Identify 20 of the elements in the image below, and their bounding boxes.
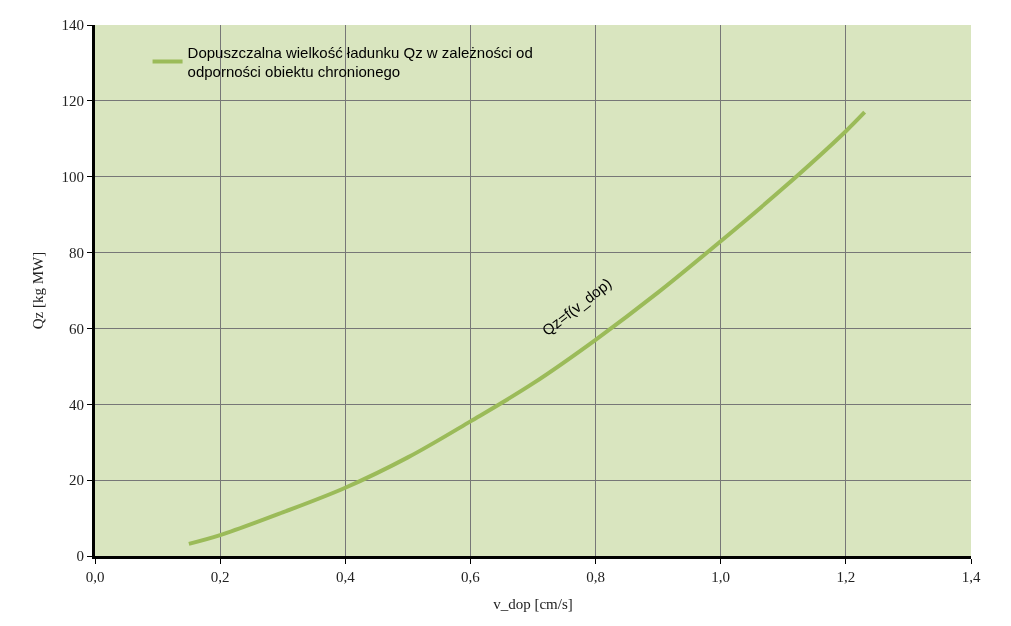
x-tick-label: 0,6: [461, 569, 481, 585]
y-tick-label: 80: [69, 244, 84, 261]
y-tick-label: 40: [69, 396, 84, 413]
x-tick-label: 1,4: [961, 569, 981, 585]
y-tick-label: 0: [76, 548, 84, 565]
y-tick-label: 140: [61, 17, 84, 34]
y-tick-label: 20: [69, 472, 84, 489]
y-axis-title: Qz [kg MW]: [29, 251, 46, 330]
x-tick-label: 1,2: [836, 569, 856, 585]
y-tick-label: 60: [69, 320, 84, 337]
y-tick-label: 100: [61, 168, 84, 185]
line-series: [186, 110, 867, 546]
x-axis-title: v_dop [cm/s]: [493, 596, 573, 612]
x-tick-label: 0,8: [586, 569, 605, 585]
x-tick-label: 1,0: [711, 569, 731, 585]
y-tick-label: 120: [61, 93, 84, 110]
x-tick-label: 0,0: [85, 569, 105, 585]
legend-label: Dopuszczalna wielkość ładunku Qz w zależności od odporności obiektu chronionego: [187, 43, 533, 81]
x-tick-label: 0,4: [335, 569, 356, 585]
x-tick-label: 0,2: [210, 569, 230, 585]
